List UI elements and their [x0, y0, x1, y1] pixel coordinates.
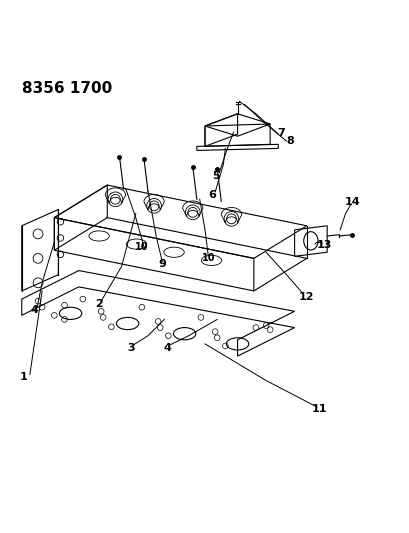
- Text: 4: 4: [163, 343, 171, 353]
- Text: 9: 9: [158, 260, 166, 270]
- Text: 8: 8: [286, 136, 294, 146]
- Text: 7: 7: [277, 128, 285, 138]
- Text: 2: 2: [95, 299, 103, 309]
- Text: 4: 4: [31, 305, 38, 315]
- Text: 3: 3: [127, 343, 135, 353]
- Text: 10: 10: [201, 253, 214, 263]
- Text: 5: 5: [212, 171, 220, 181]
- Text: 13: 13: [315, 240, 331, 251]
- Text: 8356 1700: 8356 1700: [22, 81, 112, 96]
- Text: 1: 1: [20, 372, 27, 382]
- Text: 6: 6: [208, 190, 216, 200]
- Text: 10: 10: [135, 242, 148, 252]
- Text: 12: 12: [297, 292, 313, 302]
- Text: 11: 11: [311, 404, 327, 414]
- Text: 14: 14: [344, 197, 360, 207]
